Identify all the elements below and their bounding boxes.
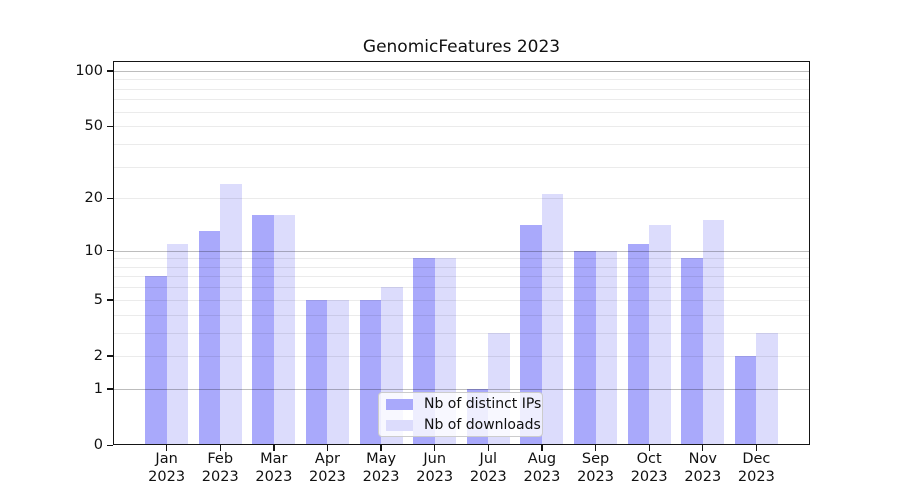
y-tick-label-0: 0 <box>93 437 103 453</box>
gridline-minor-7 <box>113 276 810 278</box>
bar-nb-of-distinct-ips-aug <box>520 225 542 445</box>
bar-nb-of-downloads-aug <box>541 194 564 445</box>
gridline-minor-9 <box>113 258 810 260</box>
gridline-minor-6 <box>113 287 810 289</box>
bar-nb-of-downloads-sep <box>595 250 618 445</box>
y-tick-label-5: 5 <box>93 291 103 308</box>
x-tick-jul <box>487 445 489 451</box>
x-tick-jun <box>434 445 436 451</box>
x-tick-dec <box>755 445 758 451</box>
x-tick-label-feb: Feb 2023 <box>201 451 239 485</box>
y-tick-label-20: 20 <box>84 190 103 207</box>
gridline-minor-40 <box>113 143 810 145</box>
y-tick-50 <box>107 125 113 127</box>
plot-area: Nb of distinct IPs Nb of downloads 0 1 2 5 1… <box>75 61 810 485</box>
y-tick-2 <box>107 355 113 357</box>
gridline-minor-90 <box>113 79 810 81</box>
gridline-minor-30 <box>113 166 810 168</box>
chart-title: GenomicFeatures 2023 <box>362 37 561 57</box>
x-tick-apr <box>326 445 329 451</box>
gridline-major-1 <box>113 388 810 390</box>
bar-nb-of-downloads-nov <box>702 220 725 445</box>
gridline-minor-60 <box>113 111 810 113</box>
y-tick-label-1: 1 <box>93 380 103 397</box>
bar-nb-of-distinct-ips-jan <box>145 276 167 445</box>
bar-nb-of-distinct-ips-apr <box>305 299 328 445</box>
x-tick-sep <box>594 445 597 451</box>
bar-nb-of-distinct-ips-may <box>359 299 382 445</box>
legend-item-downloads: Nb of downloads <box>386 417 541 433</box>
x-tick-label-jul: Jul 2023 <box>469 451 507 485</box>
y-tick-5 <box>107 299 113 301</box>
y-tick-label-2: 2 <box>93 347 103 364</box>
gridline-minor-2 <box>113 355 810 357</box>
gridline-minor-20 <box>113 198 810 200</box>
bar-nb-of-downloads-oct <box>649 225 671 445</box>
legend-swatch-downloads <box>386 419 413 431</box>
x-tick-label-apr: Apr 2023 <box>309 451 346 485</box>
x-tick-oct <box>648 445 650 451</box>
x-tick-feb <box>219 445 221 451</box>
bar-nb-of-distinct-ips-feb <box>198 231 221 445</box>
gridline-minor-50 <box>113 126 810 128</box>
gridline-minor-5 <box>113 299 810 301</box>
x-tick-label-may: May 2023 <box>362 451 400 485</box>
gridline-major-10 <box>113 250 810 252</box>
bar-nb-of-downloads-mar <box>273 215 296 445</box>
y-tick-label-10: 10 <box>84 242 103 259</box>
x-tick-mar <box>273 445 275 451</box>
y-tick-20 <box>107 197 113 199</box>
y-tick-1 <box>107 388 113 390</box>
gridline-major-100 <box>113 70 810 72</box>
x-tick-label-oct: Oct 2023 <box>630 451 668 485</box>
x-tick-label-aug: Aug 2023 <box>523 451 561 485</box>
gridline-minor-4 <box>113 314 810 316</box>
x-tick-label-jan: Jan 2023 <box>148 451 186 485</box>
y-tick-10 <box>107 250 113 252</box>
bar-nb-of-downloads-jan <box>166 243 189 445</box>
bar-nb-of-distinct-ips-dec <box>734 355 757 445</box>
bar-nb-of-distinct-ips-nov <box>681 258 703 445</box>
y-tick-label-100: 100 <box>75 62 103 79</box>
legend: Nb of distinct IPs Nb of downloads <box>378 392 543 437</box>
bar-nb-of-distinct-ips-oct <box>627 243 650 445</box>
x-tick-may <box>380 445 382 451</box>
x-tick-label-mar: Mar 2023 <box>255 451 293 485</box>
legend-label-downloads: Nb of downloads <box>424 417 541 433</box>
bar-nb-of-distinct-ips-mar <box>252 215 274 445</box>
x-tick-nov <box>702 445 704 451</box>
legend-item-distinct-ips: Nb of distinct IPs <box>386 396 541 412</box>
legend-label-distinct-ips: Nb of distinct IPs <box>424 396 542 412</box>
x-tick-jan <box>166 445 168 451</box>
gridline-minor-70 <box>113 99 810 101</box>
bar-nb-of-distinct-ips-sep <box>574 250 596 445</box>
x-tick-label-jun: Jun 2023 <box>416 451 454 485</box>
x-tick-aug <box>541 445 543 451</box>
x-tick-label-sep: Sep 2023 <box>577 451 614 485</box>
x-tick-label-nov: Nov 2023 <box>684 451 722 485</box>
gridline-minor-8 <box>113 266 810 268</box>
y-tick-0 <box>107 444 113 446</box>
bar-nb-of-downloads-apr <box>327 299 349 445</box>
gridline-minor-80 <box>113 88 810 90</box>
gridline-minor-3 <box>113 332 810 334</box>
bar-nb-of-downloads-dec <box>756 332 778 445</box>
bar-nb-of-downloads-feb <box>220 184 242 445</box>
y-tick-100 <box>107 70 113 72</box>
x-tick-label-dec: Dec 2023 <box>737 451 775 485</box>
legend-swatch-distinct-ips <box>386 398 413 410</box>
y-tick-label-50: 50 <box>84 118 103 135</box>
